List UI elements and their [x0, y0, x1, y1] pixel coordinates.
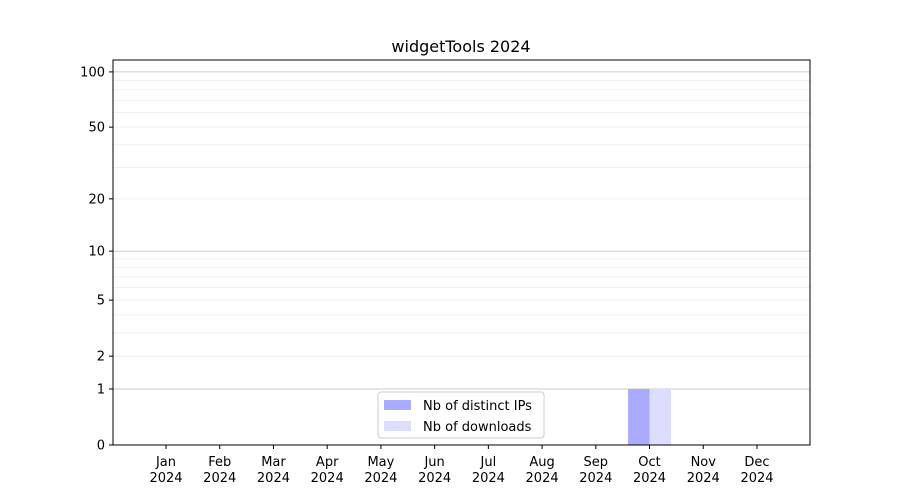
legend-box	[377, 391, 545, 439]
x-tick-label: Jun 2024	[418, 455, 451, 486]
legend-label-0: Nb of distinct IPs	[423, 399, 532, 414]
x-tick-label: Aug 2024	[526, 455, 559, 486]
x-tick-label: Jul 2024	[472, 455, 505, 486]
x-tick-label: May 2024	[364, 455, 397, 486]
x-tick-label: Feb 2024	[203, 455, 236, 486]
y-tick-label: 100	[80, 65, 105, 80]
legend-swatch-0	[384, 400, 411, 410]
bar-0-9	[628, 388, 650, 445]
y-tick-label: 50	[88, 121, 105, 136]
x-tick-label: Jan 2024	[149, 455, 182, 486]
legend-label-1: Nb of downloads	[423, 420, 532, 435]
x-tick-label: Mar 2024	[257, 455, 290, 486]
y-tick-label: 1	[97, 382, 105, 397]
x-tick-label: Dec 2024	[740, 455, 773, 486]
x-tick-label: Oct 2024	[633, 455, 666, 486]
y-tick-label: 5	[97, 294, 105, 309]
y-tick-label: 20	[88, 192, 105, 207]
plot-frame	[112, 59, 811, 446]
chart-title: widgetTools 2024	[391, 37, 530, 56]
x-tick-label: Apr 2024	[311, 455, 344, 486]
y-tick-label: 2	[97, 350, 105, 365]
x-tick-label: Sep 2024	[579, 455, 612, 486]
x-tick-label: Nov 2024	[687, 455, 720, 486]
bar-1-9	[649, 388, 672, 445]
y-tick-label: 0	[97, 439, 105, 454]
legend-swatch-1	[384, 421, 411, 431]
y-tick-label: 10	[88, 245, 105, 260]
